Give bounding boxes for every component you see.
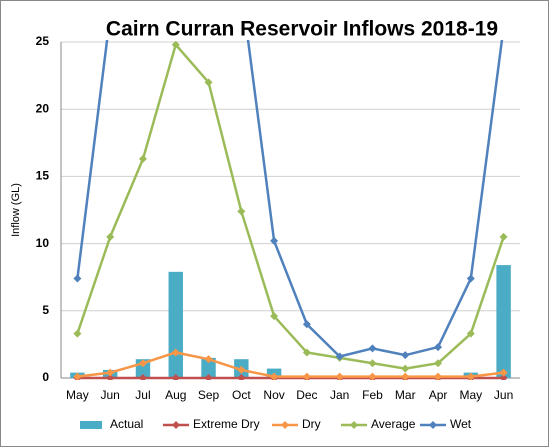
x-tick-label: Aug [165,388,186,402]
marker [106,232,115,241]
marker [106,368,115,377]
bar [168,271,183,378]
marker [138,374,147,380]
x-tick-label: Oct [232,388,251,402]
line [77,351,504,378]
marker [434,359,443,368]
marker [499,232,508,241]
marker [204,78,213,87]
marker [302,372,311,380]
marker [499,374,508,380]
marker [138,154,147,163]
chart-title: Cairn Curran Reservoir Inflows 2018-19 [106,18,498,41]
y-tick-label: 5 [42,303,49,317]
marker [171,374,180,380]
marker [434,372,443,380]
marker [106,374,115,380]
marker [138,359,147,368]
marker [73,274,82,283]
y-tick-label: 15 [36,169,50,183]
x-tick-label: Jan [330,388,349,402]
x-tick-label: Jun [100,388,119,402]
legend-label: Average [371,417,416,431]
legend-label: Dry [302,417,321,431]
x-tick-label: Mar [395,388,416,402]
marker [335,372,344,380]
marker [335,352,344,361]
marker [302,348,311,357]
x-tick-label: Dec [296,388,317,402]
x-tick-label: May [66,388,89,402]
marker [302,320,311,329]
legend-marker [281,421,289,429]
marker [466,329,475,338]
marker [401,351,410,360]
legend-marker [172,421,180,429]
marker [368,372,377,380]
marker [401,364,410,373]
x-tick-label: Apr [429,388,448,402]
line [76,42,505,370]
marker [466,274,475,283]
legend-marker [350,421,358,429]
legend-label: Extreme Dry [193,417,260,431]
y-tick-label: 20 [36,101,50,115]
marker [270,372,279,380]
bar [496,265,511,378]
marker [237,365,246,374]
marker [401,372,410,380]
marker [466,372,475,380]
marker [171,40,180,49]
marker [368,359,377,368]
marker [204,374,213,380]
x-tick-label: Jul [135,388,150,402]
marker [237,374,246,380]
x-tick-label: May [459,388,482,402]
y-tick-label: 0 [42,370,49,384]
legend-label: Actual [110,417,143,431]
y-axis-label: Inflow (GL) [10,183,22,237]
marker [368,344,377,353]
marker [204,355,213,364]
x-tick-label: Nov [263,388,284,402]
line [76,40,504,358]
x-tick-label: Jun [494,388,513,402]
bar [201,357,216,378]
y-tick-label: 25 [36,34,50,48]
x-tick-label: Sep [198,388,220,402]
marker [73,372,82,380]
x-tick-label: Feb [362,388,383,402]
y-tick-label: 10 [36,236,50,250]
legend-marker [429,421,437,429]
marker [171,348,180,357]
legend-swatch [80,421,102,429]
marker [237,207,246,216]
marker [434,343,443,352]
marker [270,312,279,321]
marker [499,368,508,377]
legend-label: Wet [450,417,472,431]
marker [73,329,82,338]
marker [270,236,279,245]
